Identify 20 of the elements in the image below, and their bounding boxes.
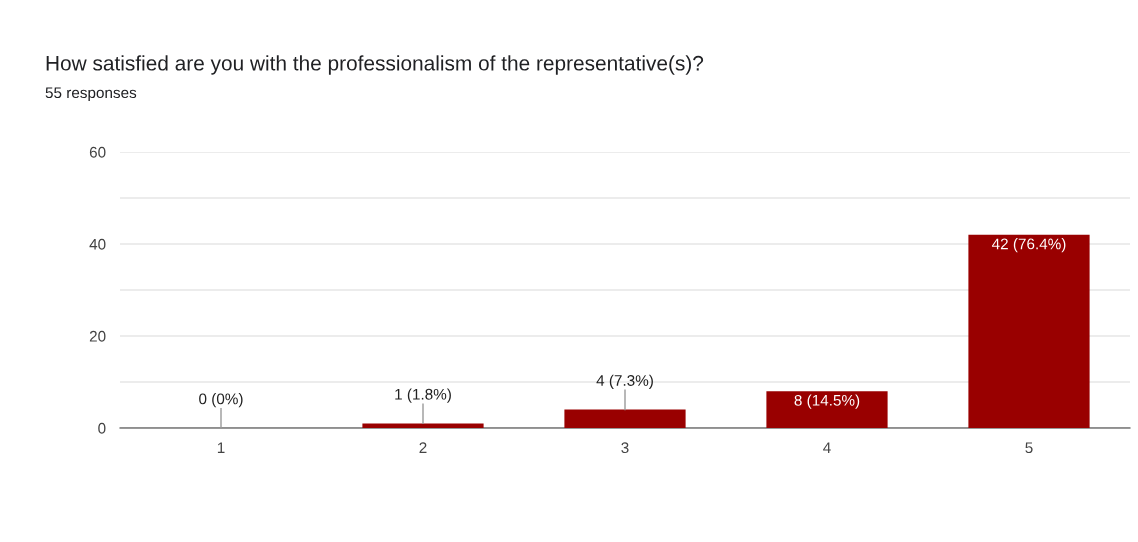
x-tick-label: 5 bbox=[1025, 442, 1033, 454]
data-label: 8 (14.5%) bbox=[794, 394, 860, 409]
chart-title: How satisfied are you with the professionalism of the representative(s)? bbox=[46, 55, 704, 75]
bar bbox=[564, 409, 686, 428]
y-tick-label: 40 bbox=[89, 238, 106, 250]
x-tick-label: 3 bbox=[621, 442, 629, 454]
x-tick-label: 4 bbox=[823, 442, 831, 453]
data-label: 4 (7.3%) bbox=[596, 374, 653, 389]
y-tick-label: 0 bbox=[98, 422, 106, 434]
bar bbox=[968, 234, 1090, 428]
data-label: 0 (0%) bbox=[199, 393, 243, 408]
bar bbox=[766, 391, 888, 428]
chart-subtitle: 55 responses bbox=[45, 87, 137, 102]
bar bbox=[362, 423, 484, 428]
data-label: 42 (76.4%) bbox=[991, 238, 1066, 253]
y-tick-label: 60 bbox=[89, 146, 106, 158]
x-tick-label: 1 bbox=[217, 442, 225, 453]
x-tick-label: 2 bbox=[419, 442, 427, 453]
y-tick-label: 20 bbox=[89, 330, 106, 342]
data-label: 1 (1.8%) bbox=[395, 388, 451, 403]
